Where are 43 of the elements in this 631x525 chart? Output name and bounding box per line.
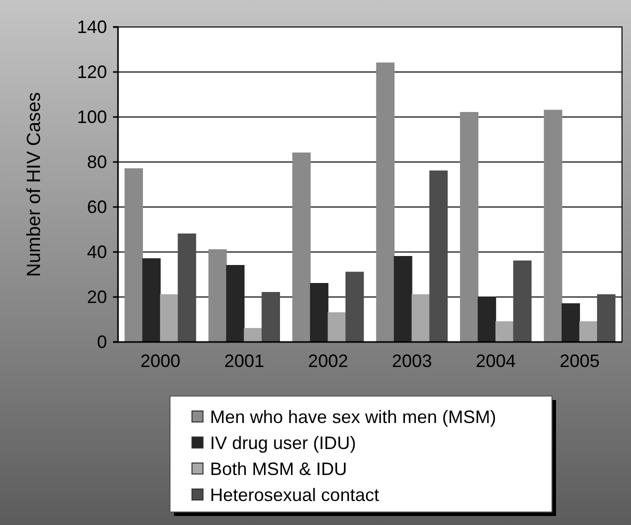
bar xyxy=(394,256,412,342)
y-tick-label: 20 xyxy=(86,286,107,307)
bar xyxy=(597,294,616,342)
y-tick-label: 80 xyxy=(86,152,107,172)
bar xyxy=(160,294,178,342)
bar xyxy=(460,112,478,342)
bar xyxy=(226,265,245,342)
bar xyxy=(208,249,227,342)
legend-label: IV drug user (IDU) xyxy=(210,433,356,453)
y-tick-label: 100 xyxy=(76,106,107,127)
bar xyxy=(124,168,143,342)
x-tick-label: 2004 xyxy=(476,350,516,371)
legend-label: Men who have sex with men (MSM) xyxy=(210,407,496,427)
y-tick-label: 120 xyxy=(76,62,107,82)
bar xyxy=(292,152,311,342)
bar xyxy=(513,260,532,342)
y-tick-label: 140 xyxy=(76,16,107,37)
bar xyxy=(244,328,262,342)
bar xyxy=(478,296,496,342)
bar xyxy=(345,272,364,342)
legend-label: Both MSM & IDU xyxy=(210,459,348,479)
bar xyxy=(376,62,395,342)
legend-label: Heterosexual contact xyxy=(210,485,380,505)
x-tick-label: 2001 xyxy=(224,350,264,371)
bar xyxy=(142,258,161,342)
bar xyxy=(544,110,562,342)
bar xyxy=(310,283,328,342)
bar xyxy=(429,170,448,342)
x-tick-label: 2005 xyxy=(560,350,600,371)
y-tick-label: 60 xyxy=(86,196,107,217)
x-tick-label: 2000 xyxy=(140,350,180,371)
y-tick-label: 40 xyxy=(86,242,107,262)
bar xyxy=(495,321,514,342)
y-axis-title: Number of HIV Cases xyxy=(24,92,45,277)
bar xyxy=(412,294,430,342)
bar xyxy=(562,303,580,342)
bar xyxy=(328,312,346,342)
bar xyxy=(262,292,280,342)
x-tick-label: 2003 xyxy=(392,350,432,371)
x-tick-label: 2002 xyxy=(308,350,348,371)
bar xyxy=(178,234,196,342)
bar xyxy=(579,321,598,342)
y-tick-label: 0 xyxy=(96,332,107,352)
